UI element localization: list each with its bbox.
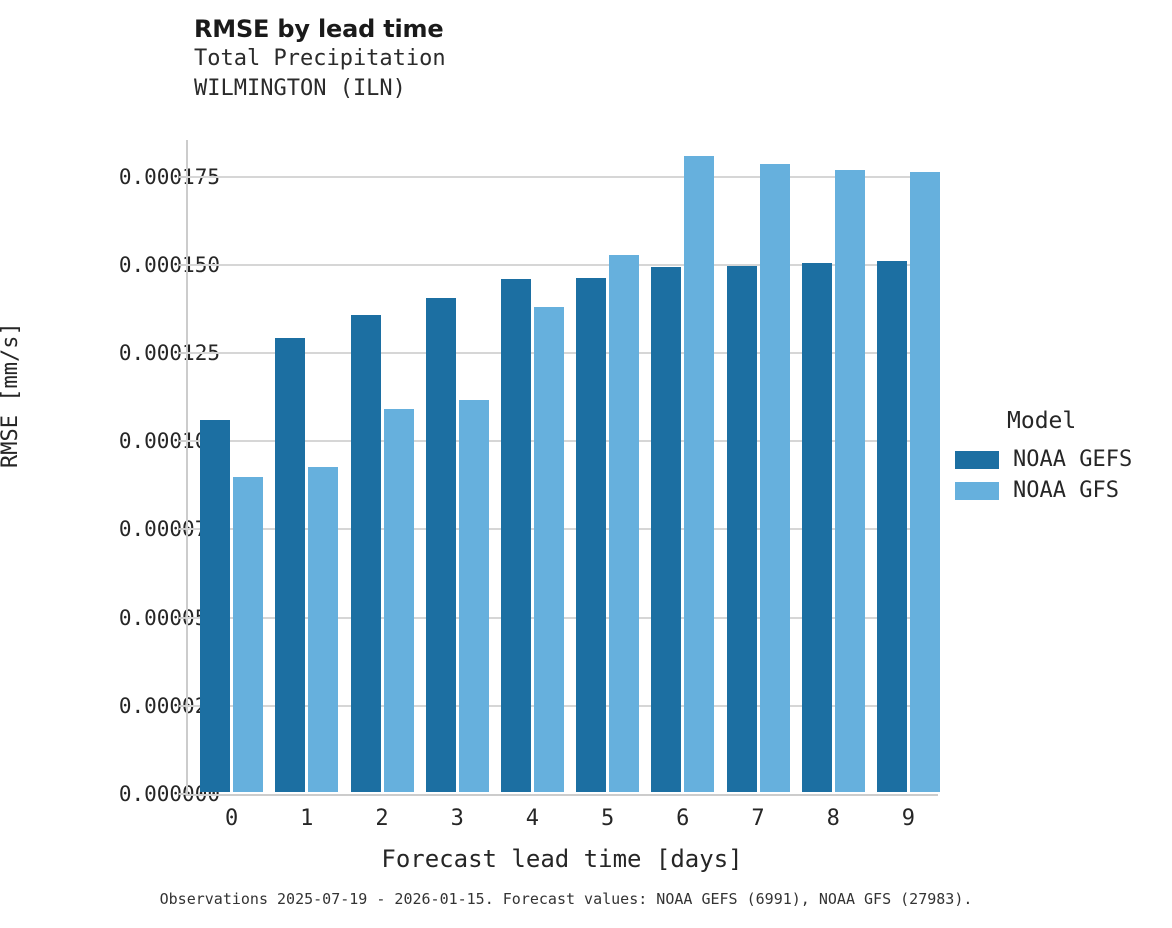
- bar-noaa-gefs-lead-8: [801, 263, 832, 792]
- bar-noaa-gefs-lead-0: [200, 419, 231, 792]
- bar-noaa-gefs-lead-3: [425, 298, 456, 792]
- bar-noaa-gefs-lead-4: [500, 279, 531, 792]
- y-axis-tick: [179, 440, 186, 443]
- x-axis-tick-label: 2: [375, 806, 389, 831]
- gridline: [186, 263, 938, 266]
- y-axis-tick: [179, 175, 186, 178]
- y-axis-tick: [179, 263, 186, 266]
- y-axis-tick: [179, 351, 186, 354]
- bar-noaa-gfs-lead-7: [759, 163, 790, 792]
- footer-note: Observations 2025-07-19 - 2026-01-15. Fo…: [159, 890, 973, 908]
- x-axis-tick-label: 6: [676, 806, 690, 831]
- x-axis-tick-label: 3: [450, 806, 464, 831]
- bar-noaa-gefs-lead-5: [576, 278, 607, 792]
- bar-series-layer: [186, 140, 940, 794]
- y-axis-tick: [179, 528, 186, 531]
- bar-noaa-gfs-lead-9: [909, 171, 940, 792]
- legend-title: Model: [1007, 408, 1077, 434]
- legend-swatch-icon-noaa-gefs: [955, 450, 999, 469]
- legend-label-noaa-gefs: NOAA GEFS: [1013, 447, 1133, 472]
- legend-swatch-icon-noaa-gfs: [955, 481, 999, 500]
- legend-item-noaa-gfs[interactable]: NOAA GFS: [955, 475, 1165, 506]
- bar-noaa-gfs-lead-3: [458, 400, 489, 792]
- legend-label-noaa-gfs: NOAA GFS: [1013, 478, 1119, 503]
- bar-noaa-gfs-lead-4: [533, 307, 564, 792]
- y-axis-line: [186, 140, 188, 796]
- bar-noaa-gefs-lead-1: [275, 337, 306, 792]
- bar-noaa-gefs-lead-2: [350, 315, 381, 792]
- gridline: [186, 175, 938, 178]
- page-title: RMSE by lead time: [194, 15, 444, 43]
- bar-noaa-gfs-lead-6: [684, 155, 715, 792]
- x-axis-tick-label: 8: [826, 806, 840, 831]
- y-axis-tick: [179, 704, 186, 707]
- x-axis-tick-label: 1: [300, 806, 314, 831]
- legend-item-noaa-gefs[interactable]: NOAA GEFS: [955, 444, 1165, 475]
- x-axis-tick-label: 7: [751, 806, 765, 831]
- bar-noaa-gfs-lead-8: [834, 170, 865, 792]
- bar-noaa-gfs-lead-1: [308, 467, 339, 792]
- x-axis-title: Forecast lead time [days]: [381, 845, 743, 873]
- x-axis-tick-label: 9: [901, 806, 916, 831]
- x-axis-line: [186, 794, 938, 796]
- legend: Model NOAA GEFS NOAA GFS: [955, 408, 1165, 506]
- chart-subtitle-station: WILMINGTON (ILN): [194, 76, 406, 101]
- x-axis-tick-label: 5: [600, 806, 615, 831]
- x-axis-tick-label: 0: [224, 806, 239, 831]
- bar-noaa-gfs-lead-0: [233, 477, 264, 792]
- bar-noaa-gefs-lead-7: [726, 266, 757, 792]
- bar-noaa-gfs-lead-5: [609, 255, 640, 792]
- chart-subtitle-variable: Total Precipitation: [194, 46, 446, 71]
- plot-area: [179, 140, 940, 796]
- bar-noaa-gfs-lead-2: [383, 409, 414, 792]
- bar-noaa-gefs-lead-9: [876, 260, 907, 792]
- bar-noaa-gefs-lead-6: [651, 267, 682, 792]
- y-axis-tick: [179, 616, 186, 619]
- y-axis-tick: [179, 793, 186, 795]
- chart-header: RMSE by lead time Total Precipitation WI…: [194, 14, 894, 104]
- x-axis-tick-label: 4: [525, 806, 540, 831]
